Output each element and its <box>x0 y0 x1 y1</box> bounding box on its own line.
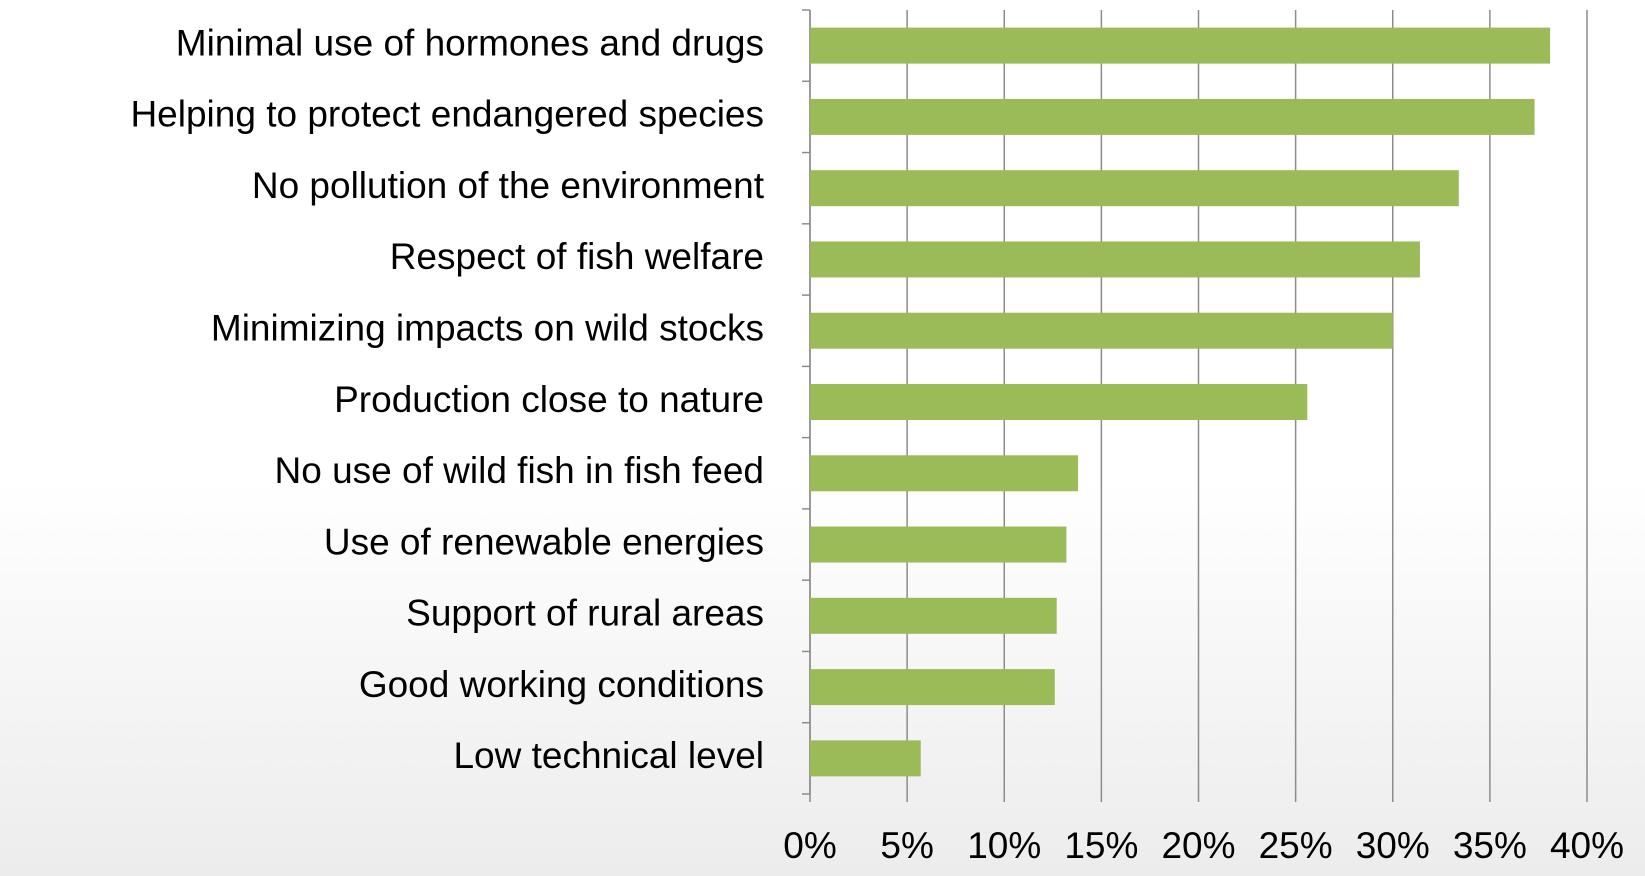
y-tick-label: No use of wild fish in fish feed <box>275 450 764 491</box>
x-tick-label: 40% <box>1550 825 1624 866</box>
y-tick-label: Helping to protect endangered species <box>130 94 764 135</box>
x-tick-label: 30% <box>1356 825 1430 866</box>
bar <box>810 312 1393 349</box>
y-tick-label: Production close to nature <box>334 379 764 420</box>
y-tick-label: Minimal use of hormones and drugs <box>176 22 764 63</box>
bar <box>810 170 1459 207</box>
bar <box>810 241 1420 278</box>
bar <box>810 384 1308 420</box>
y-tick-label: Good working conditions <box>359 664 764 705</box>
y-tick-label: Low technical level <box>453 735 764 776</box>
x-tick-label: 25% <box>1259 825 1333 866</box>
bar <box>810 740 921 777</box>
x-tick-label: 10% <box>967 825 1041 866</box>
y-tick-label: Respect of fish welfare <box>390 236 764 277</box>
bar <box>810 27 1551 64</box>
y-tick-label: Minimizing impacts on wild stocks <box>211 308 764 349</box>
x-tick-label: 5% <box>880 825 933 866</box>
x-tick-label: 0% <box>783 825 836 866</box>
y-tick-label: No pollution of the environment <box>252 165 765 206</box>
bar <box>810 98 1535 135</box>
x-tick-label: 35% <box>1453 825 1527 866</box>
x-tick-label: 15% <box>1064 825 1138 866</box>
bar <box>810 455 1079 492</box>
y-tick-label: Support of rural areas <box>406 593 764 634</box>
bar <box>810 669 1055 706</box>
bar <box>810 526 1067 563</box>
y-tick-label: Use of renewable energies <box>324 521 764 562</box>
bar <box>810 597 1057 634</box>
x-tick-label: 20% <box>1161 825 1235 866</box>
